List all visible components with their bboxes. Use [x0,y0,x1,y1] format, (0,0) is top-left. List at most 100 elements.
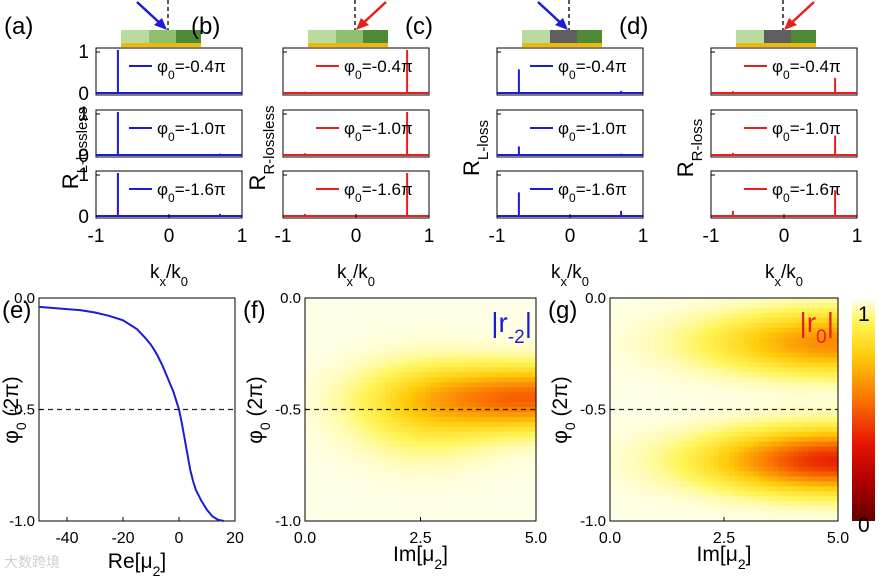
heatmap-cell [649,426,656,433]
heatmap-cell [793,372,799,378]
heatmap-cell [335,367,341,373]
heatmap-cell [475,337,482,344]
heatmap-cell [410,416,417,423]
heatmap-cell [758,307,765,314]
heatmap-cell [455,312,462,319]
heatmap-cell [684,407,690,413]
heatmap-cell [614,352,621,359]
heatmap-cell [828,332,834,339]
heatmap-cell [525,407,532,413]
heatmap-cell [345,387,351,393]
heatmap-cell [515,357,522,364]
heatmap-cell [405,481,412,487]
panel-label-0: (a) [4,13,33,40]
subplot-frame [282,47,430,96]
heatmap-cell [793,382,799,388]
heatmap-cell [470,362,477,368]
heatmap-cell [728,332,735,339]
heatmap-cell [425,347,432,354]
heatmap-cell [629,456,636,463]
heatmap-cell [649,476,656,482]
heatmap-cell [420,372,427,378]
x-tick-label: 0.0 [599,530,621,547]
heatmap-cell [485,436,492,443]
heatmap-cell [430,317,437,324]
heatmap-cell [505,491,512,497]
heatmap-cell [435,362,442,368]
heatmap-cell [724,441,730,448]
heatmap-cell [788,426,794,433]
heatmap-cell [520,402,527,408]
heatmap-cell [320,431,326,438]
heatmap-cell [325,352,331,359]
heatmap-cell [310,506,316,512]
heatmap-cell [430,501,437,507]
heatmap-cell [510,312,517,319]
heatmap-cell [753,352,760,359]
heatmap-cell [714,506,720,512]
heatmap-cell [689,347,695,354]
heatmap-cell [355,402,361,408]
heatmap-cell [385,451,391,458]
heatmap-cell [400,436,407,443]
heatmap-cell [610,307,616,314]
heatmap-cell [315,496,321,502]
heatmap-cell [783,362,790,368]
heatmap-cell [828,456,834,463]
heatmap-cell [365,372,371,378]
heatmap-cell [793,317,799,324]
heatmap-cell [778,441,785,448]
heatmap-cell [355,411,361,418]
heatmap-cell [699,402,705,408]
heatmap-cell [470,496,477,502]
heatmap-cell [763,387,770,393]
heatmap-cell [420,466,427,473]
heatmap-cell [450,382,457,388]
heatmap-cell [435,476,442,482]
heatmap-cell [719,382,725,388]
heatmap-cell [803,486,809,492]
heatmap-cell [335,411,341,418]
heatmap-cell [360,486,366,492]
heatmap-cell [390,456,396,463]
heatmap-cell [305,426,311,433]
heatmap-cell [340,516,346,522]
heatmap-cell [773,486,780,492]
heatmap-cell [390,312,396,319]
heatmap-cell [320,506,326,512]
heatmap-cell [510,491,517,497]
heatmap-cell [649,431,656,438]
heatmap-cell [753,402,760,408]
heatmap-cell [410,327,417,334]
heatmap-cell [435,332,442,339]
heatmap-cell [445,446,452,453]
heatmap-cell [505,436,512,443]
heatmap-cell [798,322,804,329]
heatmap-cell [525,486,532,492]
heatmap-cell [335,436,341,443]
heatmap-cell [738,436,745,443]
heatmap-cell [689,382,695,388]
heatmap-cell [470,407,477,413]
heatmap-cell [475,486,482,492]
heatmap-cell [485,312,492,319]
heatmap-cell [783,451,790,458]
heatmap-cell [699,382,705,388]
heatmap-cell [649,342,656,349]
heatmap-cell [748,441,755,448]
heatmap-cell [808,491,814,497]
heatmap-cell [435,377,442,383]
heatmap-cell [340,357,346,364]
heatmap-cell [460,312,467,319]
heatmap-cell [644,436,651,443]
heatmap-cell [445,357,452,364]
heatmap-cell [435,491,442,497]
heatmap-cell [614,466,621,473]
heatmap-cell [664,446,671,453]
heatmap-cell [380,392,386,398]
heatmap-cell [430,327,437,334]
heatmap-cell [704,431,710,438]
heatmap-cell [425,357,432,364]
heatmap-cell [530,516,537,522]
heatmap-cell [430,337,437,344]
